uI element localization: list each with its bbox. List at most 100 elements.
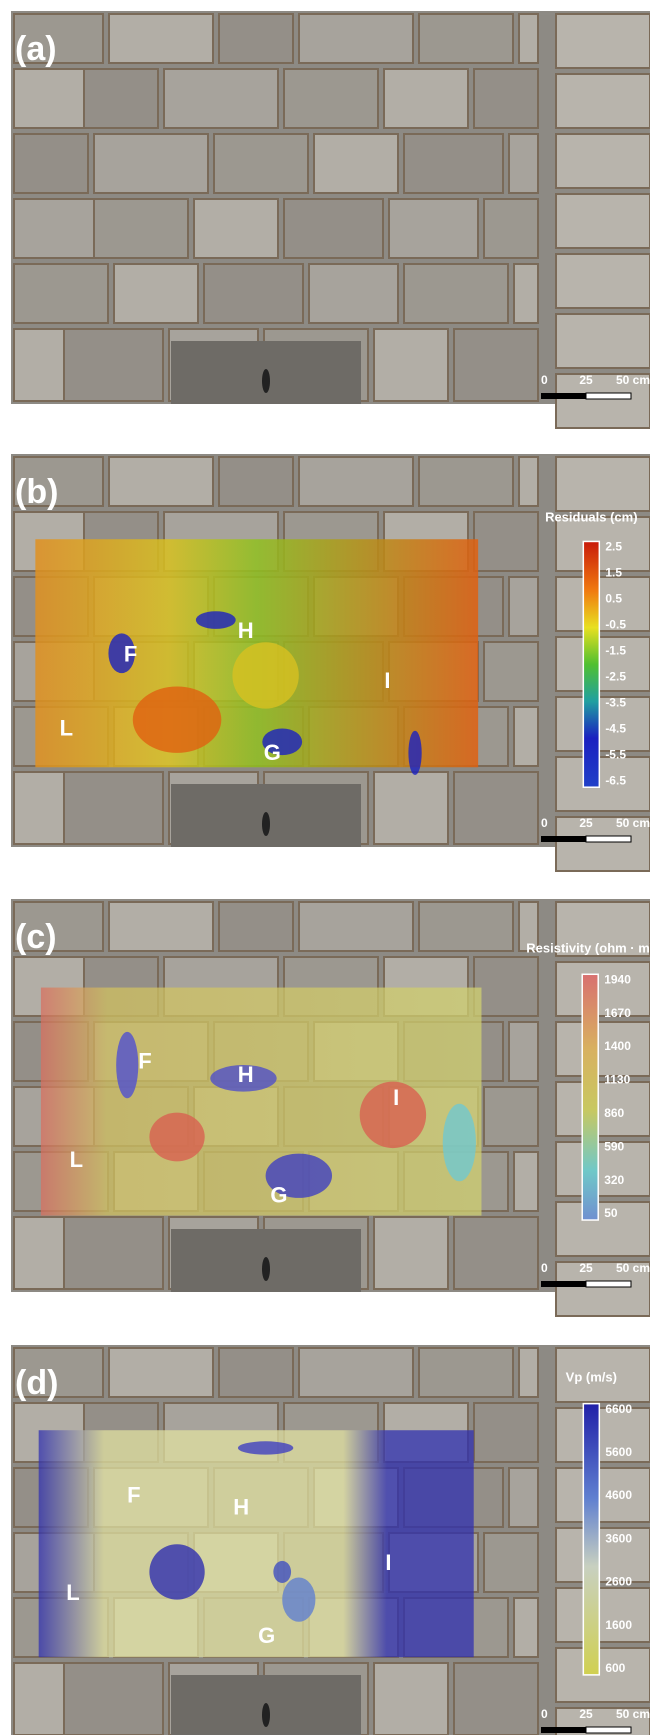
overlay-feature xyxy=(196,611,236,629)
stone-block xyxy=(299,457,413,506)
stone-block xyxy=(474,1403,538,1462)
stone-block xyxy=(556,517,650,571)
stone-block xyxy=(556,757,650,811)
stone-block xyxy=(509,577,538,636)
stone-block xyxy=(284,199,383,258)
drain-hole xyxy=(262,369,270,393)
scale-bar-label: 25 xyxy=(579,1707,593,1721)
colorbar-tick-label: 2600 xyxy=(605,1575,632,1589)
overlay-feature xyxy=(149,1113,204,1162)
panel-label: (a) xyxy=(15,30,57,68)
stone-block xyxy=(404,264,508,323)
scale-bar-label: 25 xyxy=(579,816,593,830)
zone-label: I xyxy=(393,1085,399,1110)
scale-bar-label: 25 xyxy=(579,1261,593,1275)
colorbar-tick-label: 320 xyxy=(604,1173,624,1187)
stone-block xyxy=(299,902,413,951)
overlay-feature xyxy=(408,731,421,775)
stone-block xyxy=(556,1588,650,1642)
stone-block xyxy=(509,134,538,193)
stone-block xyxy=(454,1663,538,1735)
scale-bar-label: 25 xyxy=(579,373,593,387)
overlay-feature xyxy=(273,1561,291,1583)
colorbar-tick-label: -2.5 xyxy=(605,669,626,683)
stone-block xyxy=(299,14,413,63)
zone-label: L xyxy=(60,715,73,740)
colorbar-tick-label: 600 xyxy=(605,1661,625,1675)
colorbar-tick-label: 2.5 xyxy=(605,540,622,554)
scale-bar xyxy=(541,393,586,399)
stone-block xyxy=(164,69,278,128)
overlay-map xyxy=(39,1430,474,1657)
colorbar-tick-label: 6600 xyxy=(605,1402,632,1416)
scale-bar xyxy=(541,836,586,842)
scale-bar-label: 0 xyxy=(541,1707,548,1721)
panel-label: (b) xyxy=(15,473,58,511)
stone-block xyxy=(14,264,108,323)
stone-block xyxy=(219,14,293,63)
zone-label: H xyxy=(233,1495,249,1520)
colorbar-tick-label: 3600 xyxy=(605,1531,632,1545)
zone-label: F xyxy=(124,641,137,666)
stone-block xyxy=(484,1533,538,1592)
overlay-feature xyxy=(133,686,222,752)
zone-label: G xyxy=(264,740,281,765)
stone-block xyxy=(419,1348,513,1397)
stone-block xyxy=(374,1663,448,1735)
stone-block xyxy=(519,1348,538,1397)
colorbar-tick-label: 1.5 xyxy=(605,566,622,580)
scale-bar-label: 50 cm xyxy=(616,1261,650,1275)
colorbar-tick-label: 4600 xyxy=(605,1488,632,1502)
colorbar-title: Residuals (cm) xyxy=(545,510,637,525)
stone-block xyxy=(556,1022,650,1076)
zone-label: I xyxy=(385,1550,391,1575)
colorbar-tick-label: 1600 xyxy=(605,1618,632,1632)
stone-block xyxy=(94,199,188,258)
scale-bar-label: 50 cm xyxy=(616,816,650,830)
stone-block xyxy=(556,637,650,691)
scale-bar xyxy=(541,1281,586,1287)
zone-label: G xyxy=(258,1623,275,1648)
stone-block xyxy=(219,457,293,506)
colorbar-tick-label: -0.5 xyxy=(605,618,626,632)
stone-block xyxy=(509,1022,538,1081)
stone-block xyxy=(484,642,538,701)
colorbar-tick-label: 0.5 xyxy=(605,592,622,606)
stone-block xyxy=(556,1468,650,1522)
stone-block xyxy=(556,1408,650,1462)
stone-block xyxy=(374,772,448,844)
stone-block xyxy=(114,264,198,323)
overlay-feature xyxy=(282,1577,315,1621)
stone-block xyxy=(556,1528,650,1582)
stone-block xyxy=(219,902,293,951)
stone-block xyxy=(556,1142,650,1196)
stone-block xyxy=(556,1082,650,1136)
stone-block xyxy=(299,1348,413,1397)
zone-label: H xyxy=(238,618,254,643)
zone-label: H xyxy=(238,1062,254,1087)
stone-block xyxy=(556,194,650,248)
stone-block xyxy=(214,134,308,193)
stone-block xyxy=(94,134,208,193)
scale-bar-label: 0 xyxy=(541,816,548,830)
zone-label: L xyxy=(66,1580,79,1605)
stone-block xyxy=(474,512,538,571)
stone-block xyxy=(454,1217,538,1289)
stone-block xyxy=(389,199,478,258)
stone-block xyxy=(556,577,650,631)
colorbar xyxy=(583,541,599,787)
stone-block xyxy=(514,1598,538,1657)
stone-block xyxy=(419,457,513,506)
drain-hole xyxy=(262,812,270,836)
scale-bar-label: 0 xyxy=(541,373,548,387)
drain-hole xyxy=(262,1257,270,1281)
overlay-feature xyxy=(443,1104,476,1181)
stone-block xyxy=(556,697,650,751)
stone-block xyxy=(556,1648,650,1702)
panel: FHILGVp (m/s)660056004600360026001600600… xyxy=(11,1345,650,1735)
colorbar-tick-label: 5600 xyxy=(605,1445,632,1459)
panel: (a)02550 cm xyxy=(11,11,650,428)
stone-block xyxy=(556,1202,650,1256)
stone-block xyxy=(484,1087,538,1146)
colorbar-title: Vp (m/s) xyxy=(566,1370,617,1385)
